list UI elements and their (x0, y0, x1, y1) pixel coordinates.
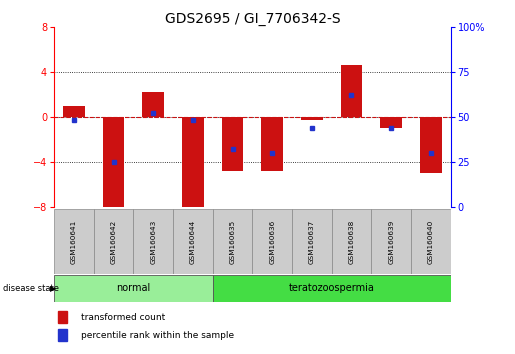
Text: GSM160635: GSM160635 (230, 219, 235, 264)
Text: GSM160641: GSM160641 (71, 219, 77, 264)
Title: GDS2695 / GI_7706342-S: GDS2695 / GI_7706342-S (164, 12, 340, 25)
Bar (371, 209, 411, 274)
Bar (411, 209, 451, 274)
Bar (332, 209, 371, 274)
Text: GSM160637: GSM160637 (309, 219, 315, 264)
Bar (301, 117, 323, 120)
Text: ▶: ▶ (50, 284, 57, 293)
Bar (94, 209, 133, 274)
Bar (252, 209, 292, 274)
Text: percentile rank within the sample: percentile rank within the sample (81, 331, 234, 340)
Bar (54, 275, 213, 302)
Bar (213, 209, 252, 274)
Bar (182, 117, 204, 213)
Bar (102, 117, 125, 209)
Text: GSM160640: GSM160640 (428, 219, 434, 264)
Text: disease state: disease state (3, 284, 59, 293)
Text: GSM160636: GSM160636 (269, 219, 275, 264)
Bar (221, 117, 244, 171)
Bar (292, 209, 332, 274)
Text: transformed count: transformed count (81, 313, 165, 321)
Bar (261, 117, 283, 171)
Bar (54, 209, 94, 274)
Bar (213, 275, 451, 302)
Bar (58, 311, 67, 323)
Bar (340, 65, 363, 117)
Bar (380, 117, 402, 128)
Text: GSM160643: GSM160643 (150, 219, 156, 264)
Bar (173, 209, 213, 274)
Text: GSM160639: GSM160639 (388, 219, 394, 264)
Bar (133, 209, 173, 274)
Bar (63, 105, 85, 117)
Bar (420, 117, 442, 173)
Bar (58, 329, 67, 341)
Text: teratozoospermia: teratozoospermia (289, 283, 374, 293)
Text: GSM160642: GSM160642 (111, 219, 116, 264)
Text: normal: normal (116, 283, 150, 293)
Text: GSM160638: GSM160638 (349, 219, 354, 264)
Bar (142, 92, 164, 117)
Text: GSM160644: GSM160644 (190, 219, 196, 264)
